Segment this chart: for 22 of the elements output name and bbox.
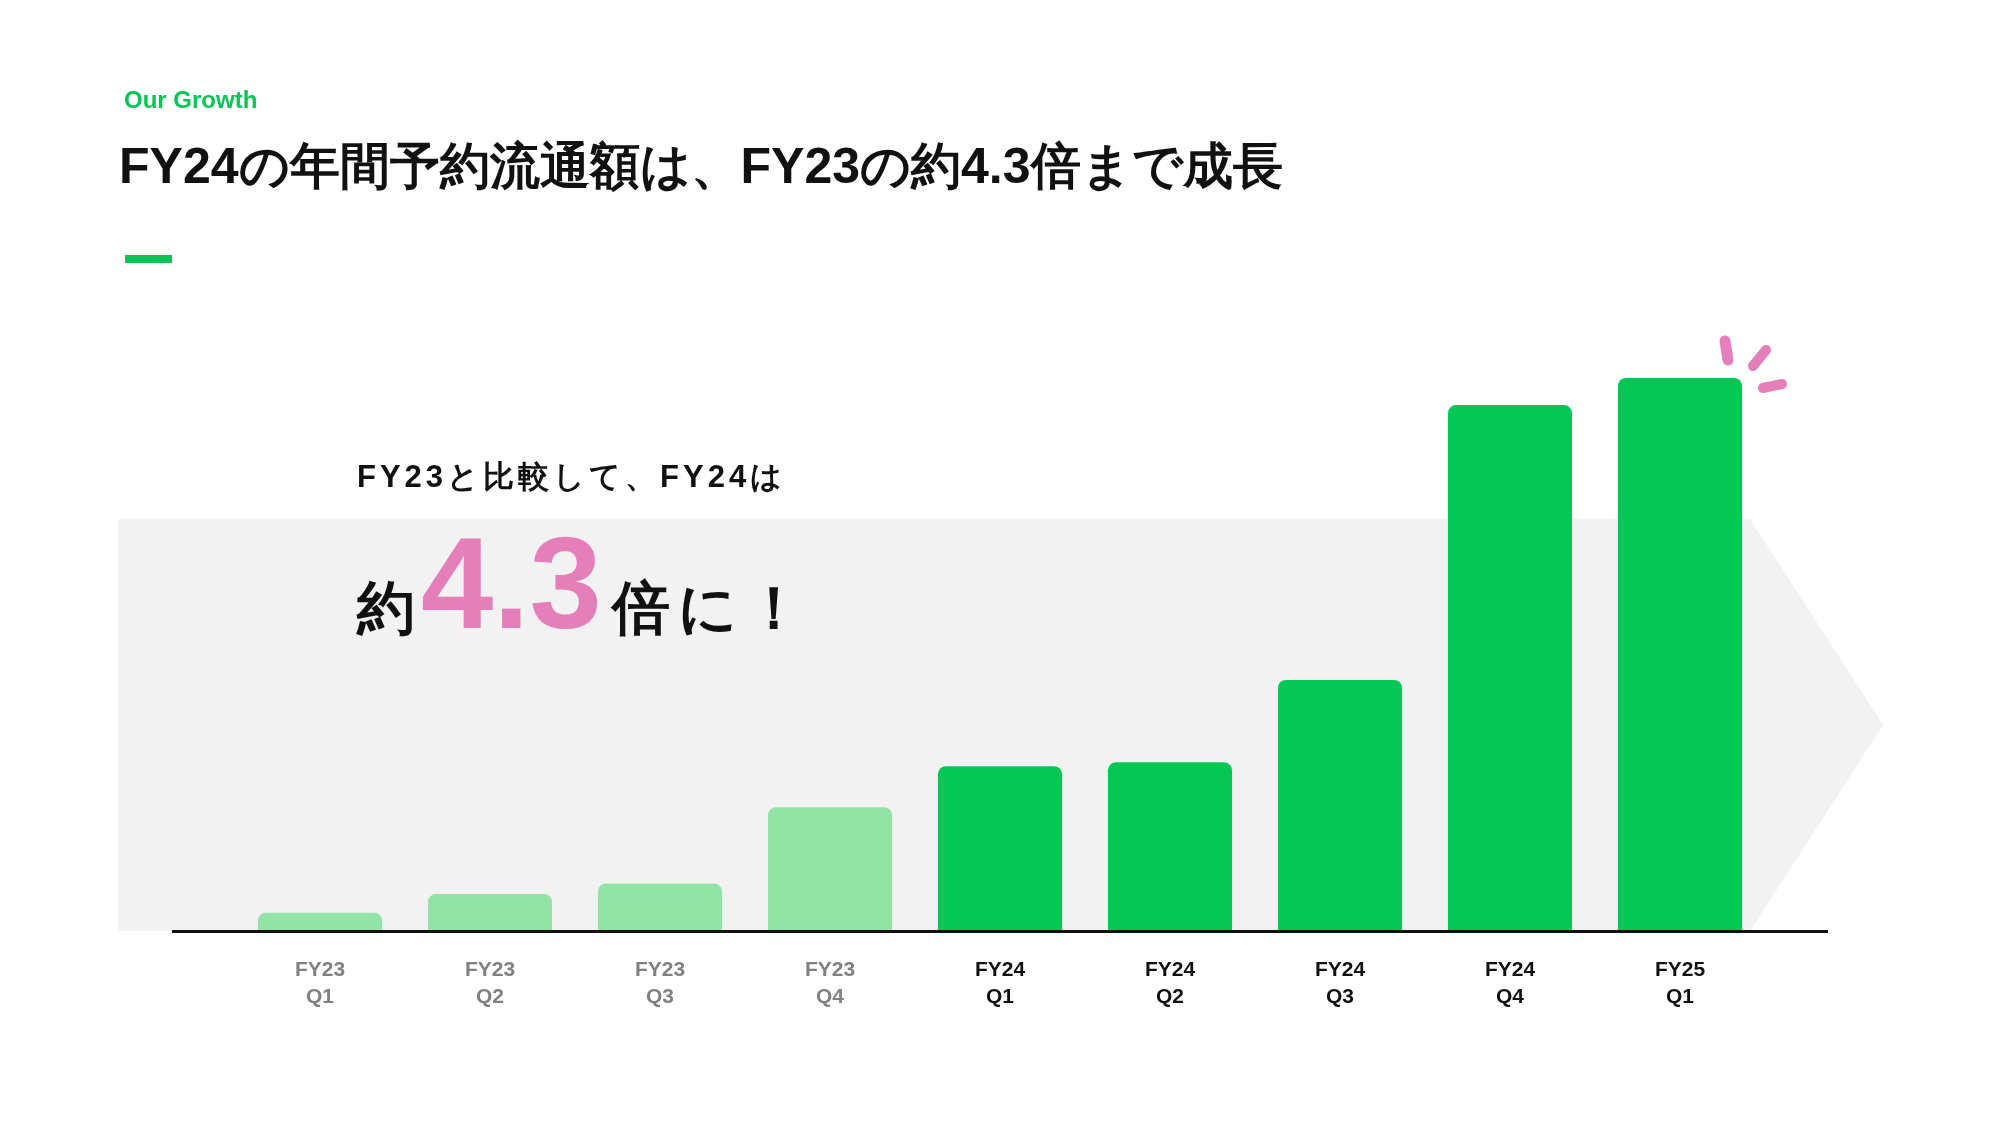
bar <box>1107 762 1233 931</box>
annotation: FY23と比較して、FY24は <box>357 459 787 495</box>
x-tick-label: FY24 Q4 <box>1484 957 1536 1008</box>
x-tick-label: FY23 Q3 <box>634 957 686 1008</box>
x-tick-label: FY25 Q1 <box>1654 957 1706 1008</box>
chart-title: FY24の年間予約流通額は、FY23の約4.3倍まで成長 <box>119 137 1283 196</box>
x-tick-label: FY24 Q3 <box>1314 957 1366 1008</box>
x-tick-label: FY24 Q2 <box>1144 957 1196 1008</box>
bar <box>597 883 723 931</box>
x-tick-label: FY23 Q4 <box>804 957 856 1008</box>
annotation: 約4.3倍に！ <box>357 510 811 658</box>
chart-subtitle: Our Growth <box>124 86 258 114</box>
bar <box>427 893 553 931</box>
bar <box>937 766 1063 931</box>
bar <box>257 912 383 931</box>
bar <box>1617 378 1743 931</box>
x-tick-label: FY24 Q1 <box>974 957 1026 1008</box>
bar <box>1447 405 1573 931</box>
bar <box>1277 679 1403 931</box>
x-tick-label: FY23 Q2 <box>464 957 516 1008</box>
x-tick-label: FY23 Q1 <box>294 957 346 1008</box>
bar <box>767 807 893 931</box>
